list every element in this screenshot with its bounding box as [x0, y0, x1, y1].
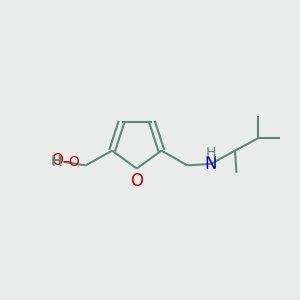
- Text: O: O: [130, 172, 143, 190]
- Text: O: O: [52, 153, 64, 168]
- Text: H: H: [50, 154, 61, 168]
- Text: –O: –O: [62, 155, 80, 169]
- Text: H: H: [206, 146, 216, 160]
- Text: N: N: [205, 155, 217, 173]
- Text: H: H: [52, 155, 62, 169]
